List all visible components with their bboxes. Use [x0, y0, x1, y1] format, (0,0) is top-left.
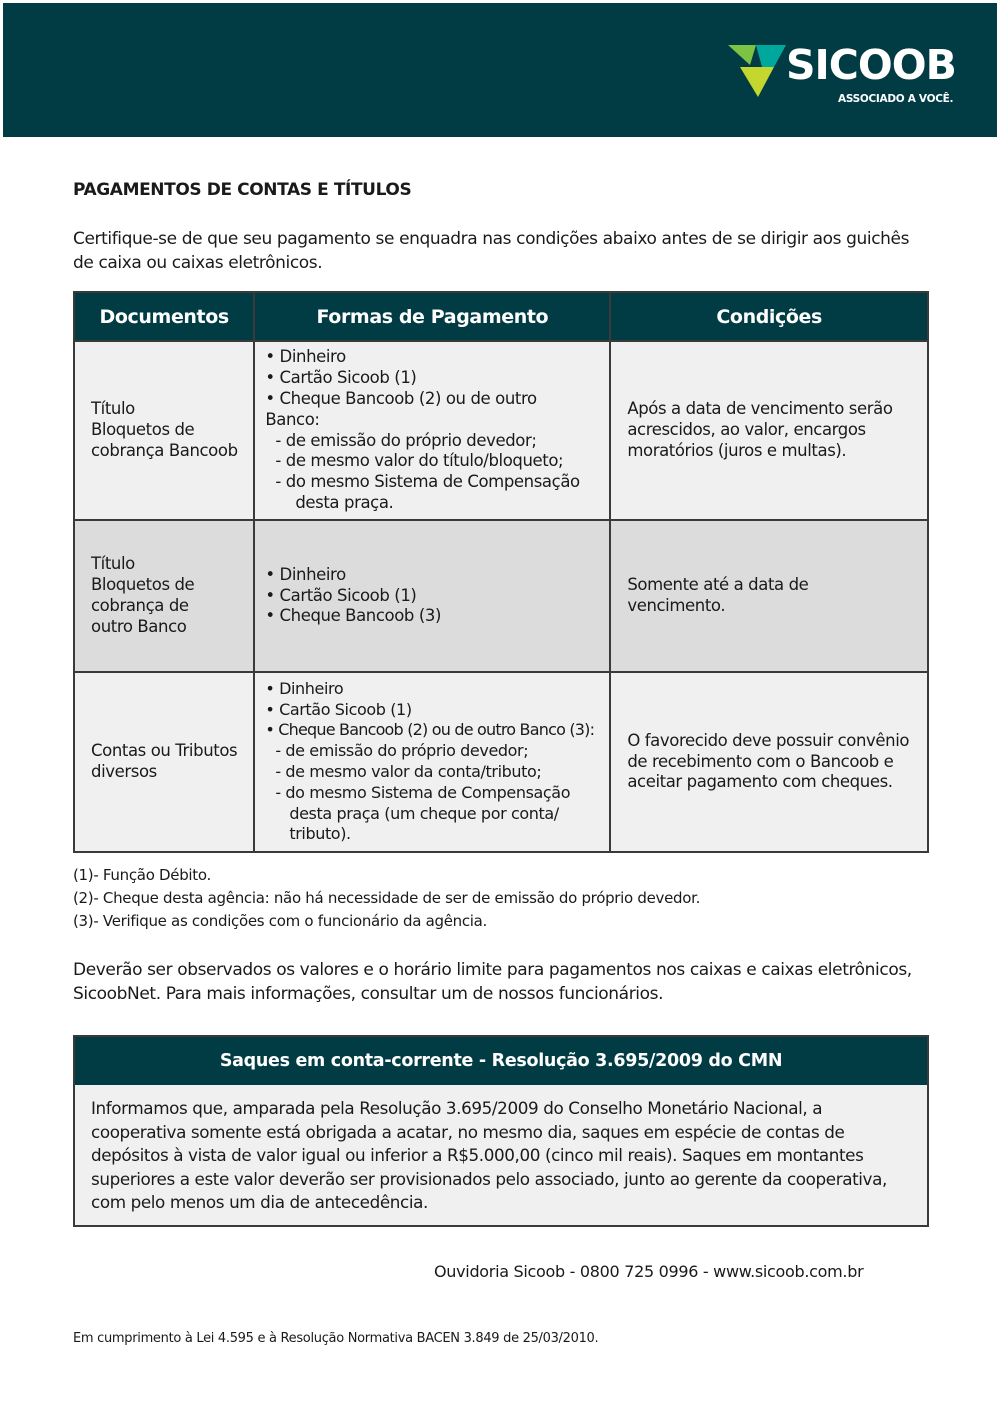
footnotes: (1)- Função Débito. (2)- Cheque desta ag… — [73, 864, 700, 933]
doc-line: cobrança Bancoob — [91, 440, 238, 460]
doc-line: Bloquetos de — [91, 420, 195, 440]
column-header: Condições — [609, 291, 929, 341]
payment-table: Documentos Formas de Pagamento Condições… — [72, 291, 929, 853]
form-item: • Dinheiro — [265, 564, 346, 584]
doc-line: Contas ou Tributos — [91, 741, 238, 761]
condition-cell: Após a data de vencimento serão acrescid… — [609, 340, 929, 521]
document-cell: Título Bloquetos de cobrança de outro Banco — [72, 519, 256, 673]
form-subitem: desta praça (um cheque por conta/ — [289, 803, 559, 823]
sicoob-logo: SICOOB ASSOCIADO A VOCÊ. — [726, 41, 966, 113]
document-cell: Título Bloquetos de cobrança Bancoob — [72, 340, 256, 521]
form-item: • Cheque Bancoob (2) ou de outro Banco: — [265, 388, 537, 429]
form-subitem: - de emissão do próprio devedor; — [275, 741, 529, 761]
logo-triangle-icon — [728, 45, 786, 97]
intro-text: Certifique-se de que seu pagamento se en… — [73, 229, 910, 273]
form-item: • Cartão Sicoob (1) — [265, 368, 417, 388]
column-header: Documentos — [72, 291, 256, 341]
form-item: • Cartão Sicoob (1) — [265, 585, 417, 605]
form-subitem: - do mesmo Sistema de Compensação — [275, 782, 571, 802]
form-item: • Dinheiro — [265, 678, 344, 698]
doc-line: cobrança de — [91, 596, 189, 615]
form-subitem: - de mesmo valor do título/bloqueto; — [275, 451, 564, 471]
doc-line: diversos — [91, 762, 157, 781]
saques-title: Saques em conta-corrente - Resolução 3.6… — [75, 1037, 927, 1085]
form-item: • Cheque Bancoob (2) ou de outro Banco (… — [265, 720, 595, 740]
saques-box: Saques em conta-corrente - Resolução 3.6… — [73, 1035, 929, 1227]
doc-line: Bloquetos de — [91, 575, 195, 595]
saques-body: Informamos que, amparada pela Resolução … — [91, 1098, 887, 1212]
column-header: Formas de Pagamento — [253, 291, 612, 341]
form-item: • Dinheiro — [265, 347, 346, 367]
doc-line: outro Banco — [91, 616, 187, 636]
form-subitem: - de mesmo valor da conta/tributo; — [275, 762, 542, 781]
footnote: (2)- Cheque desta agência: não há necess… — [73, 889, 701, 907]
doc-line: Título — [91, 554, 135, 574]
legal-notice: Em cumprimento à Lei 4.595 e à Resolução… — [73, 1331, 599, 1346]
footnote: (1)- Função Débito. — [73, 866, 211, 884]
table-row: Contas ou Tributos diversos • Dinheiro • C… — [72, 671, 929, 853]
document-cell: Contas ou Tributos diversos — [72, 671, 256, 853]
condition-cell: Somente até a data de vencimento. — [609, 519, 929, 673]
form-item: • Cheque Bancoob (3) — [265, 606, 442, 626]
header-band: SICOOB ASSOCIADO A VOCÊ. — [3, 3, 997, 137]
form-subitem: desta praça. — [295, 492, 394, 512]
page-title: PAGAMENTOS DE CONTAS E TÍTULOS — [73, 180, 412, 200]
brand-tagline: ASSOCIADO A VOCÊ. — [838, 93, 954, 105]
form-subitem: - de emissão do próprio devedor; — [275, 430, 537, 450]
footnote: (3)- Verifique as condições com o funcio… — [73, 912, 488, 930]
forms-cell: • Dinheiro • Cartão Sicoob (1) • Cheque Ba… — [253, 671, 612, 853]
forms-cell: • Dinheiro • Cartão Sicoob (1) • Cheque Ba… — [253, 519, 612, 673]
condition-cell: O favorecido deve possuir convênio de re… — [609, 671, 929, 853]
form-subitem: - do mesmo Sistema de Compensação — [275, 472, 580, 492]
observation-text: Deverão ser observados os valores e o ho… — [73, 960, 912, 1004]
brand-name: SICOOB — [786, 41, 957, 89]
doc-line: Título — [91, 399, 135, 419]
form-subitem: tributo). — [289, 824, 351, 844]
table-row: Título Bloquetos de cobrança de outro Banco… — [72, 519, 929, 673]
forms-cell: • Dinheiro • Cartão Sicoob (1) • Cheque Ba… — [253, 340, 612, 521]
table-header-row: Documentos Formas de Pagamento Condições — [72, 291, 929, 341]
ouvidoria-contact: Ouvidoria Sicoob - 0800 725 0996 - www.s… — [434, 1262, 864, 1281]
table-row: Título Bloquetos de cobrança Bancoob • Din… — [72, 340, 929, 521]
form-item: • Cartão Sicoob (1) — [265, 699, 412, 719]
